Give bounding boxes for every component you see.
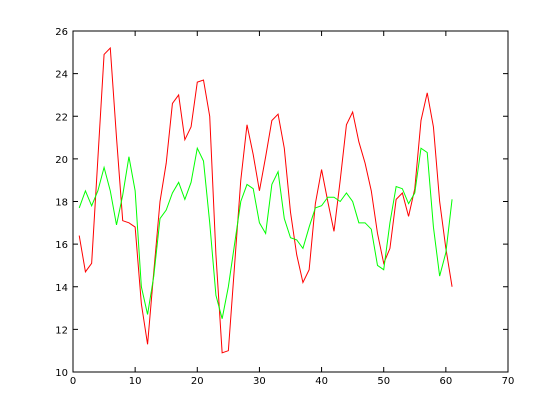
y-tick-label: 10 bbox=[55, 368, 68, 379]
y-tick-label: 14 bbox=[55, 283, 68, 294]
y-tick-label: 22 bbox=[55, 112, 68, 123]
x-tick-label: 70 bbox=[502, 376, 515, 387]
x-tick-label: 30 bbox=[253, 376, 266, 387]
line bbox=[78, 46, 453, 354]
line bbox=[78, 146, 453, 319]
y-tick-label: 16 bbox=[55, 240, 68, 251]
y-tick-label: 12 bbox=[55, 325, 68, 336]
x-tick-label: 40 bbox=[315, 376, 328, 387]
y-tick-label: 18 bbox=[55, 198, 68, 209]
y-tick-label: 20 bbox=[55, 155, 68, 166]
x-tick-label: 50 bbox=[377, 376, 390, 387]
y-tick-label: 26 bbox=[55, 27, 68, 38]
x-tick-label: 10 bbox=[129, 376, 142, 387]
y-tick-label: 24 bbox=[55, 70, 68, 81]
plot-frame bbox=[72, 30, 509, 373]
x-tick-label: 60 bbox=[439, 376, 452, 387]
x-tick-label: 20 bbox=[191, 376, 204, 387]
x-tick-label: 0 bbox=[70, 376, 76, 387]
